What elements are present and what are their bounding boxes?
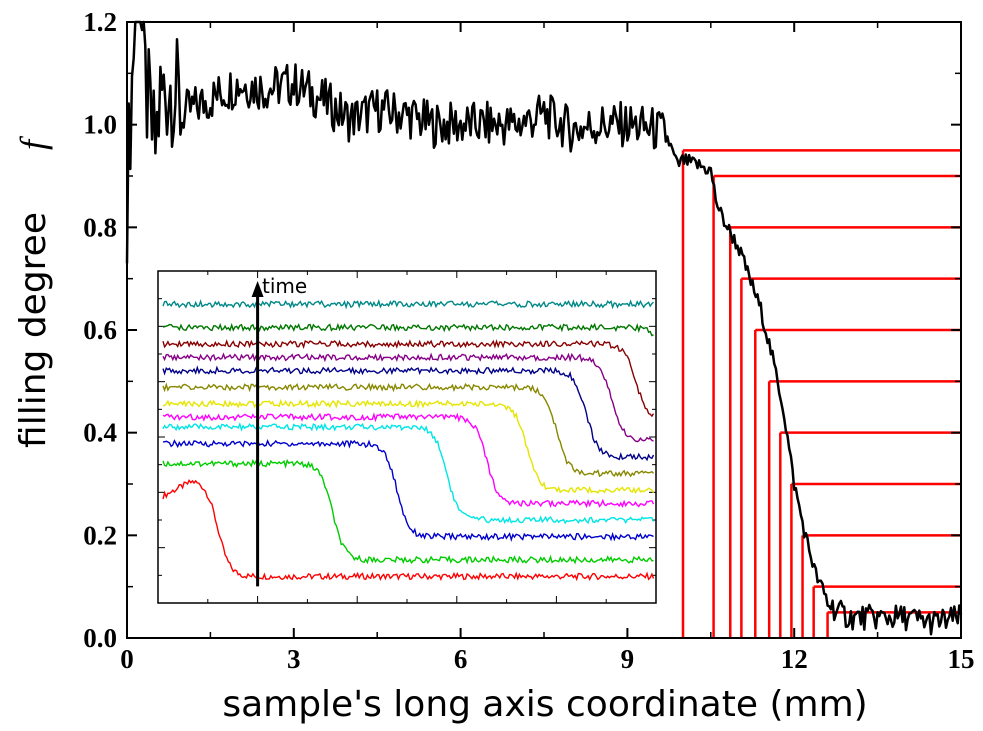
x-tick-label: 12	[781, 644, 808, 674]
y-tick-label: 0.8	[83, 212, 117, 242]
x-tick-label: 15	[948, 644, 975, 674]
inset-profile-line	[162, 339, 655, 418]
inset-profile-line	[162, 422, 655, 525]
x-tick-label: 9	[621, 644, 635, 674]
inset-profile-line	[162, 365, 655, 462]
main-axes-ticks	[126, 21, 962, 639]
y-axis-symbol: f	[13, 135, 53, 150]
x-tick-label: 3	[287, 644, 301, 674]
inset-profile-line	[162, 322, 654, 337]
inset-profile-line	[162, 398, 655, 494]
time-label: time	[262, 274, 307, 298]
inset-profile-line	[162, 412, 655, 509]
threshold-lines	[681, 149, 961, 638]
y-tick-label: 0.2	[83, 520, 117, 550]
y-tick-label: 1.0	[83, 110, 117, 140]
time-arrow	[251, 280, 264, 587]
y-tick-label: 0.4	[83, 418, 117, 448]
inset-profile-line	[162, 352, 654, 443]
inset-profile-line	[162, 382, 655, 478]
x-tick-label: 6	[454, 644, 468, 674]
inset-ticks	[158, 271, 656, 603]
inset-frame	[157, 270, 657, 604]
filling-degree-curve	[125, 20, 963, 636]
x-tick-label: 0	[120, 644, 134, 674]
x-axis-title: sample's long axis coordinate (mm)	[222, 684, 867, 725]
inset-profile-line	[163, 439, 654, 542]
main-tick-labels: 0 3 6 9 12 15 0.0 0.2 0.4 0.6 0.8 1.0 1.2	[83, 7, 974, 674]
y-axis-title: filling degree	[13, 212, 54, 448]
inset-profile-line	[162, 458, 654, 565]
inset-series	[162, 299, 655, 582]
inset-profile-line	[162, 479, 655, 582]
inset-profile-line	[162, 299, 654, 310]
y-tick-label: 0.0	[83, 623, 117, 653]
main-series	[125, 20, 963, 636]
y-tick-label: 0.6	[83, 315, 117, 345]
y-tick-label: 1.2	[83, 7, 117, 37]
